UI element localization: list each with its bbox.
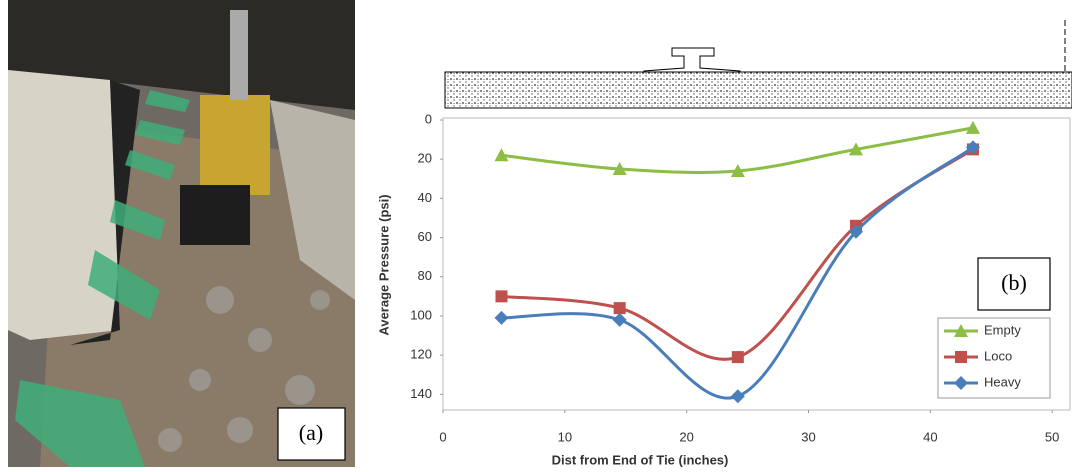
plot-frame bbox=[442, 117, 1071, 411]
x-axis-title: Dist from End of Tie (inches) bbox=[552, 452, 729, 467]
y-tick-label: 100 bbox=[410, 307, 432, 322]
legend-label: Empty bbox=[984, 322, 1021, 337]
x-tick-label: 50 bbox=[1045, 429, 1059, 444]
marker bbox=[495, 290, 508, 303]
legend-marker bbox=[954, 376, 968, 390]
legend-marker bbox=[955, 351, 967, 363]
photo: (a) bbox=[8, 0, 355, 467]
y-tick-label: 40 bbox=[418, 190, 432, 205]
y-tick-label: 140 bbox=[410, 386, 432, 401]
marker bbox=[965, 120, 980, 134]
marker bbox=[612, 312, 627, 327]
marker bbox=[849, 224, 864, 239]
y-tick-label: 20 bbox=[418, 151, 432, 166]
x-tick-label: 40 bbox=[923, 429, 937, 444]
panel-label-box bbox=[977, 257, 1051, 311]
y-axis-title: Average Pressure (psi) bbox=[376, 194, 391, 335]
y-tick-label: 120 bbox=[410, 347, 432, 362]
marker bbox=[965, 140, 980, 155]
x-tick-label: 20 bbox=[679, 429, 693, 444]
tie-diagram bbox=[444, 20, 1072, 109]
marker bbox=[612, 161, 627, 175]
y-tick-label: 80 bbox=[418, 268, 432, 283]
photo-label: (a) bbox=[299, 420, 323, 445]
x-tick-label: 10 bbox=[558, 429, 572, 444]
x-tick-label: 30 bbox=[801, 429, 815, 444]
marker bbox=[494, 310, 509, 325]
marker bbox=[494, 148, 509, 162]
x-tick-label: 0 bbox=[439, 429, 446, 444]
panel-label: (b) bbox=[1001, 270, 1027, 295]
marker bbox=[849, 142, 864, 156]
y-tick-label: 60 bbox=[418, 229, 432, 244]
marker bbox=[730, 389, 745, 404]
marker bbox=[730, 163, 745, 177]
y-tick-label: 0 bbox=[425, 111, 432, 126]
marker bbox=[613, 302, 626, 315]
series-line bbox=[501, 148, 974, 361]
legend-label: Loco bbox=[984, 348, 1012, 363]
marker bbox=[731, 351, 744, 364]
legend-marker bbox=[954, 324, 968, 337]
legend-label: Heavy bbox=[984, 374, 1021, 389]
